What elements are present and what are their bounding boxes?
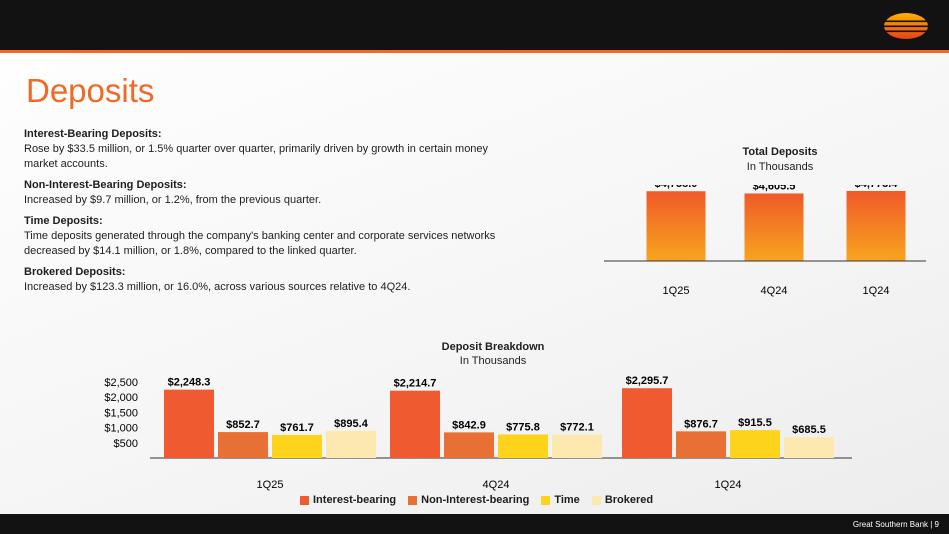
- chart-title: Total Deposits: [742, 146, 818, 158]
- y-tick-label: $500: [114, 438, 138, 450]
- breakdown-value-label: $852.7: [226, 419, 260, 431]
- legend-label: Time: [554, 494, 580, 506]
- breakdown-value-label: $772.1: [560, 422, 594, 434]
- legend-item: Interest-bearing: [300, 494, 396, 506]
- chart-subtitle: In Thousands: [459, 355, 527, 367]
- breakdown-bar: [164, 389, 214, 458]
- chart-legend: Interest-bearing Non-Interest-bearing Ti…: [300, 494, 653, 506]
- total-deposits-bar: [646, 191, 706, 261]
- section-body: Rose by $33.5 million, or 1.5% quarter o…: [24, 143, 489, 170]
- total-deposits-chart-title: Total Deposits In Thousands: [700, 145, 860, 175]
- breakdown-bar: [390, 390, 440, 458]
- breakdown-bar: [326, 430, 376, 458]
- y-tick-label: $1,500: [104, 407, 138, 419]
- legend-swatch: [591, 495, 601, 505]
- breakdown-category-label: 4Q24: [483, 479, 510, 491]
- breakdown-value-label: $915.5: [738, 417, 772, 429]
- breakdown-bar: [272, 434, 322, 458]
- total-deposits-category-label: 1Q24: [863, 285, 890, 297]
- legend-swatch: [408, 495, 418, 505]
- total-deposits-value-label: $4,605.5: [753, 185, 796, 192]
- total-deposits-value-label: $4,773.4: [855, 185, 899, 190]
- deposit-breakdown-chart-title: Deposit Breakdown In Thousands: [398, 340, 588, 368]
- chart-subtitle: In Thousands: [746, 161, 814, 173]
- legend-label: Non-Interest-bearing: [421, 494, 530, 506]
- page-title: Deposits: [26, 72, 155, 109]
- bottom-bar: Great Southern Bank | 9: [0, 514, 949, 534]
- section-heading: Brokered Deposits:: [24, 266, 126, 278]
- y-tick-label: $2,500: [104, 377, 138, 389]
- total-deposits-value-label: $4,758.0: [655, 185, 698, 190]
- breakdown-value-label: $2,214.7: [394, 378, 437, 390]
- breakdown-bar: [676, 431, 726, 458]
- breakdown-bar: [784, 437, 834, 458]
- section-body: Increased by $9.7 million, or 1.2%, from…: [24, 194, 322, 206]
- total-deposits-category-label: 1Q25: [663, 285, 690, 297]
- commentary-block: Interest-Bearing Deposits: Rose by $33.5…: [24, 127, 524, 301]
- section-brokered: Brokered Deposits: Increased by $123.3 m…: [24, 265, 524, 295]
- breakdown-bar: [730, 430, 780, 458]
- breakdown-value-label: $895.4: [334, 418, 369, 430]
- section-body: Time deposits generated through the comp…: [24, 230, 496, 257]
- breakdown-value-label: $2,248.3: [168, 377, 211, 389]
- legend-swatch: [300, 495, 309, 505]
- breakdown-value-label: $685.5: [792, 424, 826, 436]
- footer-text: Great Southern Bank | 9: [852, 520, 939, 529]
- deposit-breakdown-chart: $500 $1,000 $1,500 $2,000 $2,500 $2,248.3 $852…: [104, 375, 852, 491]
- section-non-interest-bearing: Non-Interest-Bearing Deposits: Increased…: [24, 178, 524, 208]
- breakdown-value-label: $2,295.7: [626, 375, 669, 387]
- breakdown-category-label: 1Q25: [257, 479, 284, 491]
- breakdown-value-label: $876.7: [684, 418, 718, 430]
- legend-label: Brokered: [604, 494, 654, 506]
- legend-item: Brokered: [591, 494, 654, 506]
- breakdown-value-label: $842.9: [452, 419, 486, 431]
- breakdown-bar: [552, 434, 602, 458]
- total-deposits-category-label: 4Q24: [761, 285, 788, 297]
- breakdown-value-label: $775.8: [506, 421, 540, 433]
- top-bar: [0, 0, 949, 53]
- y-tick-label: $1,000: [104, 423, 138, 435]
- legend-item: Time: [541, 494, 580, 506]
- legend-label: Interest-bearing: [313, 494, 397, 506]
- section-heading: Interest-Bearing Deposits:: [24, 128, 162, 140]
- chart-title: Deposit Breakdown: [441, 341, 545, 353]
- section-time-deposits: Time Deposits: Time deposits generated t…: [24, 214, 524, 259]
- breakdown-bar: [218, 432, 268, 458]
- section-body: Increased by $123.3 million, or 16.0%, a…: [24, 281, 411, 293]
- bank-logo-icon: [883, 13, 929, 39]
- breakdown-bar: [498, 434, 548, 458]
- breakdown-category-label: 1Q24: [715, 479, 742, 491]
- breakdown-bar: [444, 432, 494, 458]
- section-heading: Non-Interest-Bearing Deposits:: [24, 179, 187, 191]
- section-interest-bearing: Interest-Bearing Deposits: Rose by $33.5…: [24, 127, 524, 172]
- legend-swatch: [541, 495, 551, 505]
- y-tick-label: $2,000: [104, 392, 138, 404]
- total-deposits-chart: $4,758.0 1Q25 $4,605.5 4Q24 $4,773.4 1Q24: [604, 185, 926, 297]
- breakdown-bar: [622, 388, 672, 458]
- total-deposits-bar: [846, 191, 906, 261]
- total-deposits-bar: [744, 193, 804, 261]
- section-heading: Time Deposits:: [24, 215, 103, 227]
- breakdown-value-label: $761.7: [280, 422, 314, 434]
- legend-item: Non-Interest-bearing: [408, 494, 529, 506]
